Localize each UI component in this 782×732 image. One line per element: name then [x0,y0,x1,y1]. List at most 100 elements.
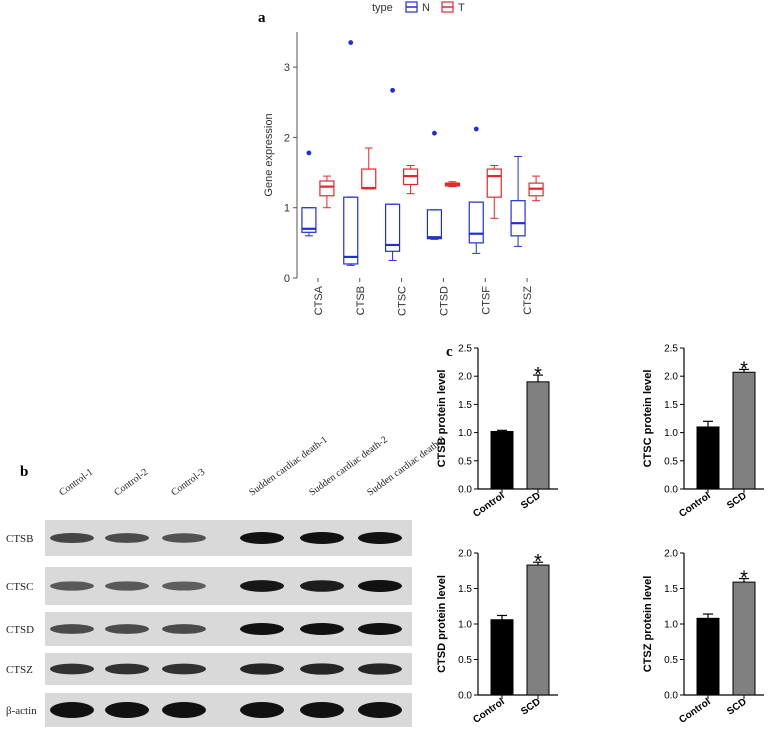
gene-expression-boxplot: 0 1 2 3 Gene expression CTSA CTSB CTSC CTSD CTSF C… [263,1,544,316]
y-tick-label: 2.5 [664,344,678,355]
blot-band [162,624,206,634]
panel-a-label: a [258,10,266,26]
blot-band [50,581,94,591]
western-blot: Control-1 Control-2 Control-3 Sudden cardia… [6,434,448,727]
protein-level-bar-charts: 0.0 0.5 1.0 1.5 2.0 2.5 CTSB protein level Cont… [436,344,764,726]
y-tick-label: 1.0 [458,428,472,439]
legend-title: type [372,2,393,14]
y-tick-label: 2.0 [664,549,678,560]
blot-band [105,581,149,591]
bar-chart-ctsz: 0.0 0.5 1.0 1.5 2.0 CTSZ protein level Control… [642,549,764,726]
outlier-point [432,130,437,136]
blot-band [105,624,149,634]
bar-scd [732,581,756,696]
y-tick-label: 2.0 [664,372,678,383]
box [301,207,317,233]
blot-band [105,663,149,675]
x-tick-label: SCD [725,490,749,511]
bar-control [696,617,720,696]
lane-label: Control-1 [57,467,95,499]
blot-band [50,532,94,544]
bar-scd [526,564,550,696]
blot-band [162,533,206,543]
significance-marker: * [740,358,748,380]
bar-control [490,430,514,490]
blot-band [240,623,284,635]
x-tick-label: SCD [725,696,749,717]
blot-strip [45,612,412,646]
y-tick-label: 0.5 [664,456,678,467]
lane-label: Control-2 [112,467,150,499]
blot-strip [45,693,412,727]
significance-marker: * [534,364,542,386]
blot-band [105,702,149,718]
blot-band [105,533,149,543]
box [510,200,526,237]
blot-band [300,580,344,592]
blot-band [162,702,206,718]
bar-chart-ctsb: 0.0 0.5 1.0 1.5 2.0 2.5 CTSB protein level Cont… [436,344,558,520]
blot-band [240,663,284,675]
y-axis-title: CTSB protein level [436,370,448,468]
y-tick-label: 2 [284,132,290,144]
y-tick-label: 1 [284,203,290,215]
blot-band [300,663,344,675]
x-tick-label: SCD [519,696,543,717]
y-tick-label: 1.5 [664,584,678,595]
y-tick-label: 0.0 [458,485,472,496]
bar-chart-ctsc: 0.0 0.5 1.0 1.5 2.0 2.5 CTSC protein level Cont… [642,344,764,520]
box [426,209,443,240]
y-tick-label: 1.5 [458,584,472,595]
outlier-point [390,87,395,93]
y-tick-label: 0 [284,273,290,285]
y-tick-label: 0.5 [458,456,472,467]
box [319,180,335,197]
y-tick-label: 2.0 [458,549,472,560]
blot-band [162,663,206,675]
legend-label: T [458,2,465,14]
y-axis-title: CTSD protein level [436,575,448,673]
x-tick-label: Control [677,490,713,520]
y-tick-label: 0.5 [664,655,678,666]
y-tick-label: 0.5 [458,655,472,666]
bar-scd [526,381,550,490]
panel-b-label: b [20,464,28,480]
bar-control [490,619,514,696]
blot-band [50,702,94,718]
x-tick-label: Control [471,696,507,726]
blot-band [240,702,284,718]
box [486,168,502,198]
bar-scd [732,371,756,490]
x-tick-label: CTSC [397,286,409,316]
significance-marker: * [534,551,542,573]
box [468,201,484,244]
blot-band [358,532,402,544]
y-tick-label: 2.0 [458,372,472,383]
x-tick-label: CTSB [355,286,367,315]
blot-strip [45,567,412,605]
blot-band [162,581,206,591]
blot-band [358,663,402,675]
blot-row-label: CTSB [6,533,34,545]
blot-strip [45,520,412,556]
blot-row-label: β-actin [6,705,37,717]
y-tick-label: 1.0 [458,620,472,631]
blot-band [240,532,284,544]
y-tick-label: 1.5 [458,400,472,411]
x-tick-label: CTSD [438,286,450,316]
y-tick-label: 1.0 [664,620,678,631]
blot-row-label: CTSZ [6,664,33,676]
box [384,203,401,252]
outlier-point [473,126,479,132]
bar-chart-ctsd: 0.0 0.5 1.0 1.5 2.0 CTSD protein level Control… [436,549,558,726]
y-tick-label: 1.0 [664,428,678,439]
legend-label: N [422,2,430,14]
x-tick-label: CTSZ [522,286,534,315]
bar-control [696,426,720,490]
blot-band [50,663,94,675]
x-tick-label: SCD [519,490,543,511]
y-tick-label: 2.5 [458,344,472,355]
blot-band [300,532,344,544]
x-tick-label: Control [471,490,507,520]
